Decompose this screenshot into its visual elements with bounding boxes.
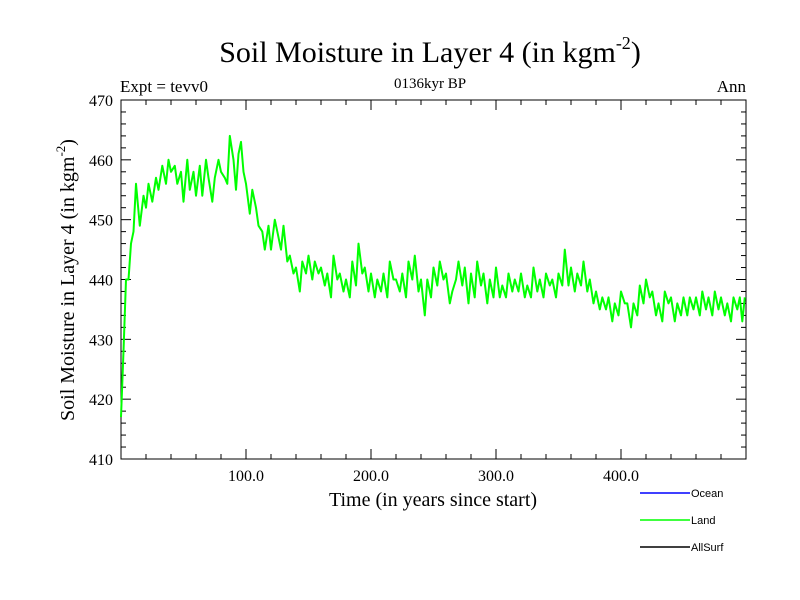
legend-label-allsurf: AllSurf <box>691 542 724 554</box>
subtitle-right: Ann <box>717 77 747 96</box>
y-axis-label: Soil Moisture in Layer 4 (in kgm-2) <box>53 139 79 421</box>
y-tick-label: 470 <box>89 93 113 110</box>
chart-title: Soil Moisture in Layer 4 (in kgm-2) <box>219 33 641 69</box>
y-tick-label: 420 <box>89 392 113 409</box>
x-axis-ticks: 100.0 200.0 300.0 400.0 <box>145 100 722 485</box>
legend: Ocean Land AllSurf <box>640 488 724 554</box>
chart-title-sup: -2 <box>616 33 631 53</box>
x-axis-label: Time (in years since start) <box>329 489 537 511</box>
chart-title-main: Soil Moisture in Layer 4 (in kgm <box>219 36 616 69</box>
y-tick-label: 450 <box>89 213 113 230</box>
subtitle-left: Expt = tevv0 <box>120 77 208 96</box>
y-axis-label-main: Soil Moisture in Layer 4 (in kgm <box>57 156 79 421</box>
subtitle-center: 0136kyr BP <box>394 76 466 92</box>
x-tick-label: 200.0 <box>353 468 389 485</box>
series-line-land <box>120 134 746 418</box>
x-tick-label: 400.0 <box>603 468 639 485</box>
y-tick-label: 430 <box>89 332 113 349</box>
series-layer <box>120 134 746 418</box>
x-tick-label: 300.0 <box>478 468 514 485</box>
y-axis-label-end: ) <box>57 139 79 146</box>
legend-label-ocean: Ocean <box>691 488 723 500</box>
legend-label-land: Land <box>691 515 715 527</box>
x-tick-label: 100.0 <box>228 468 264 485</box>
y-axis-ticks: 410 420 430 440 450 460 470 <box>89 93 746 469</box>
y-axis-label-sup: -2 <box>53 146 68 157</box>
chart-title-end: ) <box>631 36 641 69</box>
y-tick-label: 440 <box>89 273 113 290</box>
y-tick-label: 460 <box>89 153 113 170</box>
y-tick-label: 410 <box>89 452 113 469</box>
